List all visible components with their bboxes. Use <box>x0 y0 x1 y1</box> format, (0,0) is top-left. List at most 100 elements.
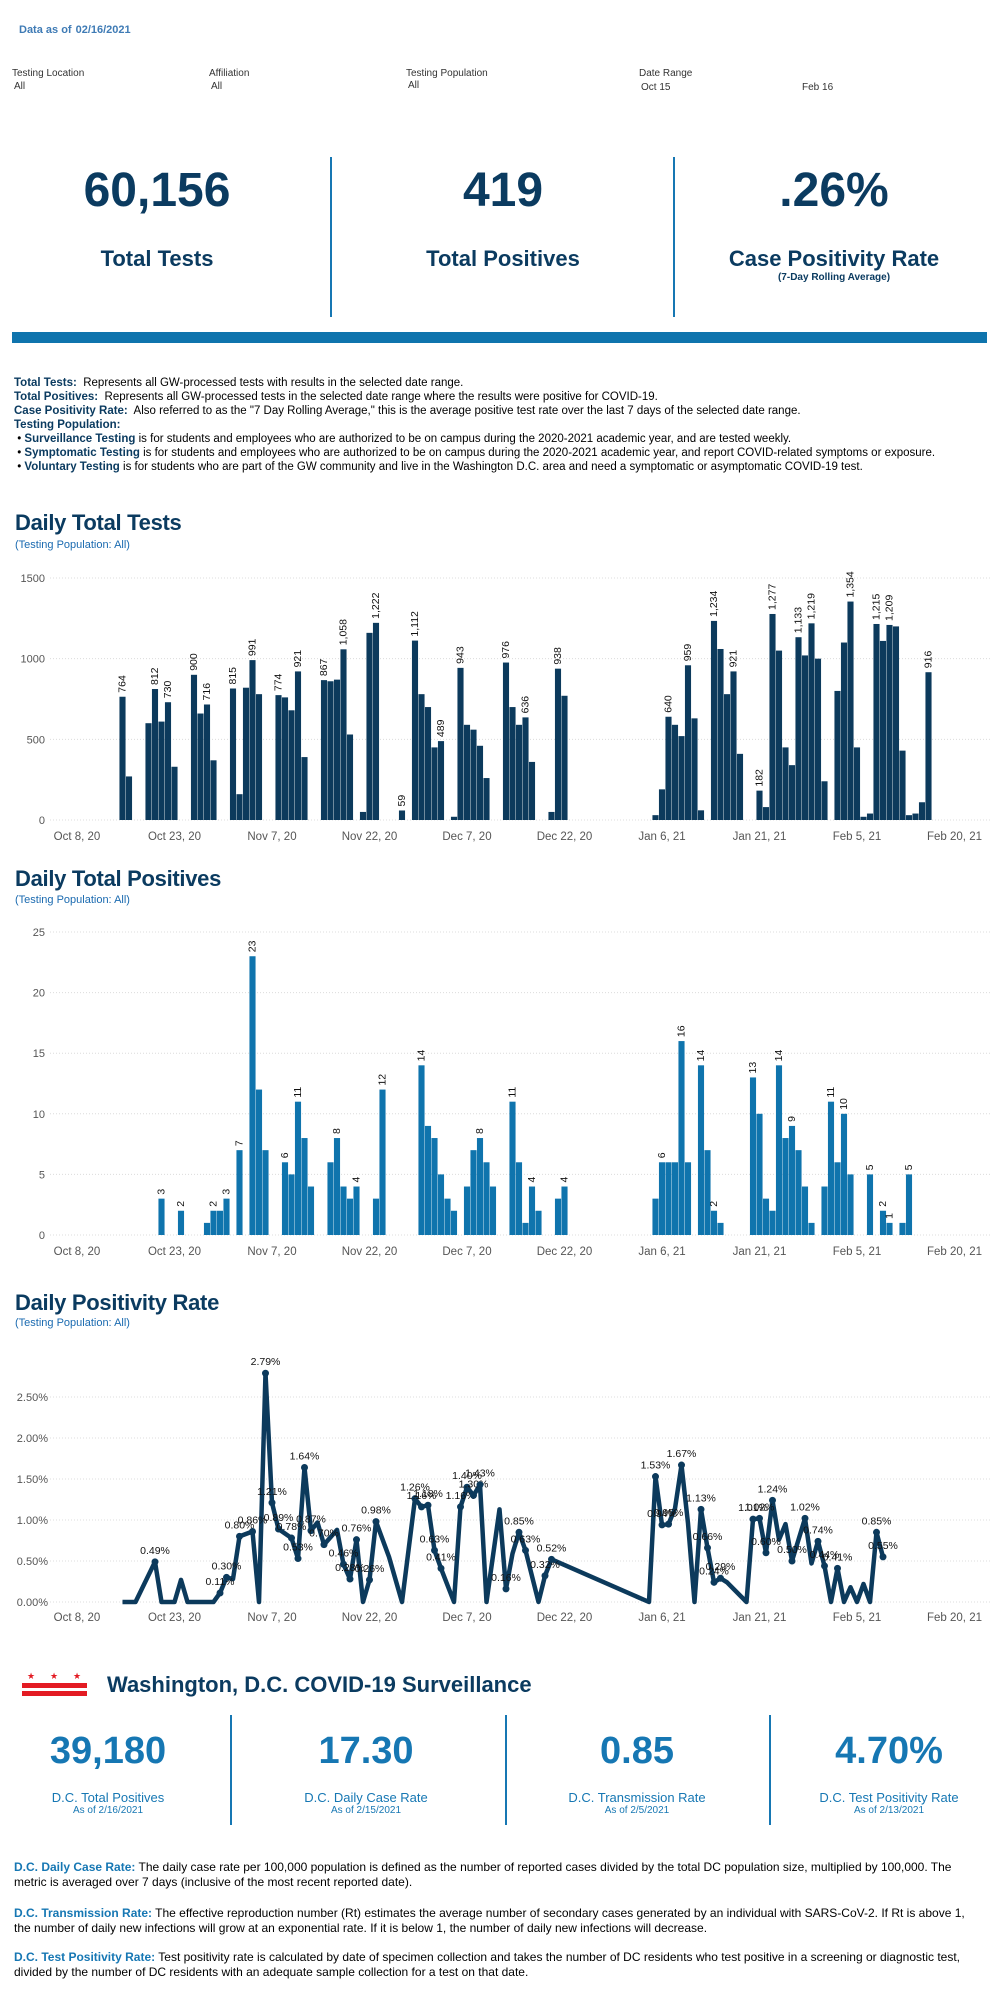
x-tick-label: Dec 22, 20 <box>537 831 593 843</box>
bar <box>801 655 809 820</box>
data-label: 0.98% <box>361 1505 391 1517</box>
bar <box>840 1113 848 1235</box>
bar <box>288 1174 295 1235</box>
data-label: 0.70% <box>309 1528 339 1540</box>
data-label: 5 <box>903 1164 915 1170</box>
note-term: D.C. Test Positivity Rate: <box>14 1950 156 1964</box>
data-label: 0.46% <box>329 1547 359 1559</box>
data-label: 2.79% <box>251 1356 281 1368</box>
bar <box>301 1138 308 1235</box>
bar <box>346 1198 354 1235</box>
definitions: Total Tests: Represents all GW-processed… <box>14 377 936 473</box>
data-label: 764 <box>117 675 129 693</box>
kpi-divider <box>330 157 332 317</box>
data-label: 8 <box>474 1128 486 1134</box>
filter-location-select[interactable]: All <box>14 81 26 92</box>
data-point <box>652 1473 659 1481</box>
data-point <box>522 1546 529 1554</box>
data-label: 0.74% <box>803 1524 833 1536</box>
bar <box>431 1138 438 1235</box>
kpi-total-positives-label: Total Positives <box>426 246 580 271</box>
bar <box>788 765 796 820</box>
data-label: 976 <box>500 641 512 659</box>
bar <box>366 632 373 820</box>
bar <box>333 679 341 820</box>
data-label: 0.30% <box>212 1560 242 1572</box>
bar <box>236 794 243 820</box>
def-term: Total Positives: <box>14 391 99 403</box>
data-point <box>275 1525 282 1533</box>
data-point <box>678 1461 685 1469</box>
bar <box>301 757 308 820</box>
x-tick-label: Nov 7, 20 <box>247 1246 296 1258</box>
dc-note-transmission-rate: D.C. Transmission Rate: The effective re… <box>14 1906 984 1936</box>
bar <box>528 761 536 820</box>
bar <box>678 1041 685 1235</box>
data-point <box>463 1483 471 1491</box>
filter-date-range-label: Date Range <box>639 68 693 79</box>
data-label: 0.76% <box>342 1523 372 1535</box>
bar <box>671 724 679 820</box>
data-label: 6 <box>279 1152 291 1158</box>
data-label: 1.21% <box>257 1486 287 1498</box>
bar <box>684 1162 692 1235</box>
bar <box>444 1198 451 1235</box>
data-label: 730 <box>162 681 174 699</box>
data-point <box>353 1536 360 1544</box>
bar <box>697 1065 705 1235</box>
data-point <box>372 1518 380 1526</box>
data-as-of-label: Data as of <box>19 24 72 36</box>
y-tick-label: 20 <box>33 988 45 1000</box>
data-label: 0.53% <box>283 1542 313 1554</box>
bar <box>821 1186 828 1235</box>
bar <box>158 721 165 820</box>
note-text: The effective reproduction number (Rt) e… <box>14 1906 965 1935</box>
kpi-total-tests-value: 60,156 <box>83 164 231 217</box>
bar <box>834 690 841 820</box>
data-point <box>294 1555 302 1563</box>
filter-date-start[interactable]: Oct 15 <box>641 82 671 93</box>
bar <box>119 696 126 820</box>
bar <box>262 1150 269 1235</box>
data-point <box>515 1528 523 1536</box>
bar <box>210 760 217 820</box>
bar <box>918 802 926 820</box>
bar <box>866 813 874 820</box>
filter-population-select[interactable]: All <box>408 80 420 91</box>
data-point <box>320 1541 328 1549</box>
bar <box>197 713 204 820</box>
bar <box>522 717 529 820</box>
y-tick-label: 1500 <box>21 573 45 585</box>
bar <box>327 1162 334 1235</box>
bar <box>814 658 822 820</box>
filter-affiliation-select[interactable]: All <box>211 81 223 92</box>
data-label: 938 <box>552 647 564 665</box>
bar <box>463 724 471 820</box>
bar <box>190 674 198 820</box>
data-label: 5 <box>864 1164 876 1170</box>
data-point <box>307 1527 315 1535</box>
data-label: 0.11% <box>206 1576 235 1588</box>
dc-note-case-rate: D.C. Daily Case Rate: The daily case rat… <box>14 1860 984 1890</box>
filter-population-label: Testing Population <box>406 68 488 79</box>
bar <box>164 702 172 820</box>
bar <box>515 724 523 820</box>
dc-transmission-rate-asof: As of 2/5/2021 <box>604 1805 670 1816</box>
data-label: 3 <box>221 1189 233 1195</box>
filter-date-end[interactable]: Feb 16 <box>802 82 834 93</box>
x-tick-label: Dec 22, 20 <box>537 1612 593 1624</box>
filter-affiliation-label: Affiliation <box>209 68 250 79</box>
bar <box>145 723 152 820</box>
data-label: 1.43% <box>465 1468 495 1480</box>
bar <box>847 1174 854 1235</box>
bar <box>723 694 731 820</box>
bar <box>372 622 380 820</box>
y-tick-label: 10 <box>33 1109 45 1121</box>
x-tick-label: Feb 5, 21 <box>833 831 882 843</box>
dc-total-positives-label: D.C. Total Positives <box>51 1790 165 1805</box>
bar <box>203 704 211 820</box>
x-tick-label: Nov 7, 20 <box>247 1612 296 1624</box>
data-label: 0.49% <box>140 1545 170 1557</box>
bar <box>795 1150 802 1235</box>
data-label: 2 <box>175 1201 187 1207</box>
